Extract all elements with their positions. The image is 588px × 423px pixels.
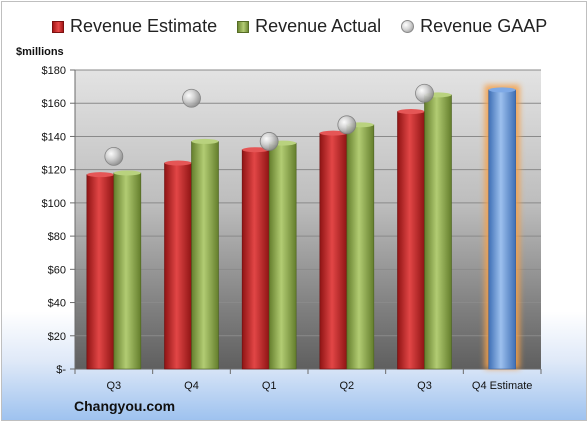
bar-top-cap (488, 87, 516, 93)
x-tick-label: Q1 (262, 380, 277, 392)
y-tick-label: $- (56, 364, 66, 376)
legend: Revenue Estimate Revenue Actual Revenue … (52, 16, 567, 37)
bar-revenue-estimate (164, 162, 192, 370)
gaap-marker (337, 115, 357, 135)
gaap-marker (415, 83, 434, 103)
bar-top-cap (397, 109, 425, 115)
bar-top-cap (191, 138, 219, 144)
gaap-marker (259, 132, 279, 151)
gaap-markers (104, 83, 434, 166)
legend-marker-estimate (52, 20, 64, 33)
bar-top-cap (86, 172, 114, 178)
bar-revenue-actual (424, 94, 452, 370)
x-tick-label: Q3 (106, 380, 121, 392)
axes: $- $20 $40 $60 $80 $100 $120 $140 $160 $180 Q3 Q4 Q1… (42, 65, 542, 392)
y-tick-label: $140 (42, 131, 66, 143)
bar-revenue-estimate (86, 174, 115, 370)
legend-label-gaap: Revenue GAAP (420, 16, 548, 36)
y-tick-label: $120 (42, 165, 66, 177)
bar-revenue-estimate (241, 149, 270, 370)
bar-top-cap (319, 130, 347, 136)
y-tick-label: $100 (42, 198, 66, 210)
bar-revenue-actual (191, 141, 219, 370)
y-tick-label: $60 (48, 264, 66, 276)
legend-marker-actual (237, 20, 250, 33)
y-tick-label: $40 (48, 298, 66, 310)
bar-revenue-actual (268, 142, 297, 370)
y-tick-label: $160 (42, 98, 66, 110)
bar-revenue-actual (113, 172, 142, 370)
gaap-marker (182, 88, 201, 108)
bar-revenue-estimate (488, 89, 516, 370)
legend-label-actual: Revenue Actual (255, 16, 382, 36)
legend-label-estimate: Revenue Estimate (70, 16, 218, 36)
y-axis-unit-label: $millions (16, 46, 64, 58)
bar-revenue-estimate (319, 132, 348, 370)
legend-item-gaap: Revenue GAAP (401, 16, 547, 37)
bar-revenue-actual (346, 124, 375, 370)
gaap-marker (104, 146, 124, 166)
legend-marker-gaap (401, 20, 415, 33)
x-tick-label: Q3 (417, 380, 432, 392)
bar-top-cap (164, 160, 192, 166)
legend-item-estimate: Revenue Estimate (52, 16, 217, 37)
y-tick-label: $80 (48, 231, 66, 243)
x-tick-label: Q4 (184, 380, 199, 392)
bar-revenue-estimate (397, 111, 425, 370)
bar-top-cap (113, 170, 141, 176)
bars (86, 84, 520, 370)
y-tick-label: $20 (48, 331, 66, 343)
x-tick-label: Q4 Estimate (472, 380, 533, 392)
x-tick-label: Q2 (339, 380, 354, 392)
plot-area (75, 70, 541, 369)
legend-item-actual: Revenue Actual (237, 16, 381, 37)
y-tick-label: $180 (42, 65, 66, 77)
brand-label: Changyou.com (74, 398, 176, 414)
bar-top-cap (242, 147, 270, 153)
